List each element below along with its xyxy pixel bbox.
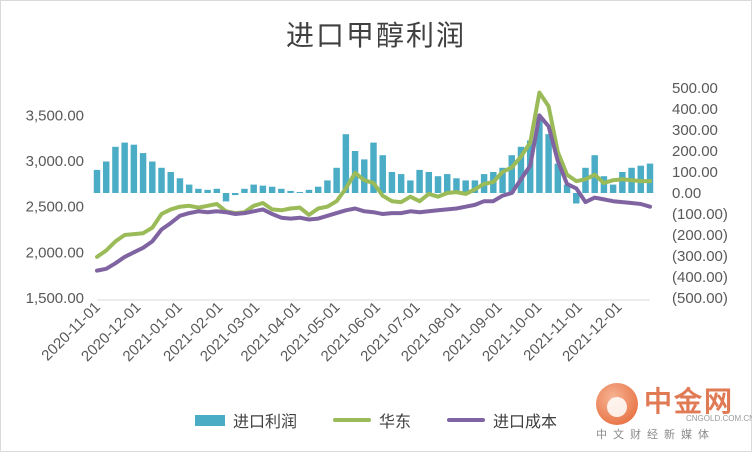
- bar-import-profit: [149, 161, 156, 193]
- bar-import-profit: [407, 180, 414, 193]
- bar-import-profit: [278, 188, 285, 193]
- bar-import-profit: [139, 153, 147, 193]
- bar-import-profit: [259, 185, 267, 193]
- bar-import-profit: [554, 163, 562, 193]
- y-left-tick-label: 1,500.00: [26, 290, 84, 307]
- bar-import-profit: [222, 193, 230, 202]
- bar-import-profit: [462, 180, 469, 193]
- bar-import-profit: [370, 142, 377, 193]
- bar-import-profit: [305, 189, 313, 193]
- bar-import-profit: [646, 163, 654, 193]
- y-right-tick-label: (200.00): [672, 227, 728, 244]
- bar-import-profit: [434, 176, 442, 193]
- bar-import-profit: [167, 172, 174, 193]
- bar-import-profit: [268, 186, 276, 193]
- bar-import-profit: [609, 184, 617, 193]
- bar-import-profit: [536, 117, 543, 193]
- bar-import-profit: [563, 184, 571, 193]
- y-right-tick-label: 100.00: [672, 164, 718, 181]
- bar-import-profit: [416, 169, 423, 193]
- bar-import-profit: [573, 193, 580, 204]
- y-right-tick-label: 400.00: [672, 101, 718, 118]
- y-right-tick-label: (400.00): [672, 269, 728, 286]
- bar-import-profit: [388, 172, 396, 193]
- bar-import-profit: [314, 186, 322, 193]
- bar-import-profit: [517, 146, 525, 193]
- bar-import-profit: [176, 178, 184, 193]
- bar-import-profit: [342, 134, 350, 193]
- bar-import-profit: [185, 184, 193, 193]
- bar-import-profit: [471, 180, 479, 193]
- bar-import-profit: [204, 189, 211, 193]
- line-east-china: [95, 90, 652, 259]
- bar-import-profit: [93, 169, 101, 193]
- watermark-slogan: 中文财经新媒体: [596, 428, 715, 441]
- bar-import-profit: [112, 146, 119, 193]
- bar-import-profit: [361, 159, 368, 193]
- watermark-name: 中金网: [644, 385, 735, 418]
- y-left-tick-label: 2,500.00: [26, 199, 84, 216]
- legend-label-import-cost: 进口成本: [493, 412, 558, 431]
- bar-import-profit: [195, 188, 202, 193]
- legend-swatch-import-cost: [447, 418, 485, 422]
- y-left-tick-label: 2,000.00: [26, 244, 84, 261]
- legend-label-east-china: 华东: [378, 412, 411, 431]
- legend-swatch-profit: [194, 414, 225, 426]
- bar-import-profit: [130, 144, 138, 193]
- bar-import-profit: [545, 134, 552, 193]
- y-right-tick-label: (100.00): [672, 206, 728, 223]
- bar-import-profit: [444, 174, 451, 193]
- bar-import-profit: [324, 180, 331, 193]
- bar-import-profit: [287, 190, 294, 193]
- legend: 进口利润 华东 进口成本: [0, 408, 752, 432]
- y-right-tick-label: 0.00: [672, 185, 701, 202]
- y-left-tick-label: 3,000.00: [26, 153, 84, 170]
- bar-import-profit: [379, 155, 386, 193]
- bar-import-profit: [499, 167, 506, 193]
- y-left-tick-label: 3,500.00: [26, 107, 84, 124]
- watermark-url: CNGOLD.COM.CN: [686, 414, 752, 423]
- legend-label-profit: 进口利润: [232, 412, 297, 431]
- bar-import-profit: [213, 188, 221, 193]
- y-right-tick-label: (300.00): [672, 248, 728, 265]
- bar-import-profit: [508, 155, 515, 193]
- bar-import-profit: [397, 174, 405, 193]
- legend-item-import-cost: 进口成本: [447, 408, 557, 432]
- bar-import-profit: [158, 167, 165, 193]
- y-right-tick-label: 200.00: [672, 143, 718, 160]
- bar-import-profit: [250, 184, 257, 193]
- line-import-cost: [95, 113, 652, 273]
- legend-swatch-east-china: [332, 418, 371, 422]
- y-right-tick-label: 300.00: [672, 122, 718, 139]
- chart-title: 进口甲醇利润: [285, 19, 466, 52]
- bar-import-profit: [296, 191, 303, 193]
- bar-import-profit: [425, 172, 433, 193]
- y-right-tick-label: (500.00): [672, 290, 728, 307]
- bar-import-profit: [333, 167, 340, 193]
- legend-item-east-china: 华东: [332, 408, 411, 432]
- watermark: 中金网 CNGOLD.COM.CN 中文财经新媒体: [596, 380, 752, 448]
- legend-item-profit: 进口利润: [194, 408, 297, 432]
- bar-import-profit: [241, 188, 248, 193]
- bar-import-profit: [102, 161, 110, 193]
- y-right-tick-label: 500.00: [672, 80, 718, 97]
- bar-import-profit: [619, 172, 626, 193]
- bar-import-profit: [121, 142, 128, 193]
- bar-import-profit: [453, 178, 460, 193]
- watermark-logo-icon: [596, 383, 638, 425]
- bar-import-profit: [232, 193, 239, 196]
